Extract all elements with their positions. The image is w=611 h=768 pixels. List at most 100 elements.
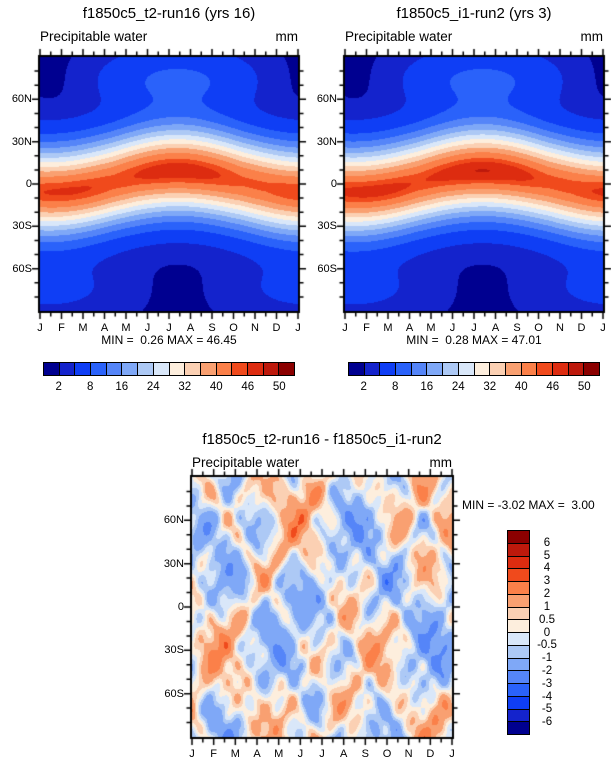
month-tick-label: J — [449, 748, 455, 760]
month-tick-label: D — [577, 322, 586, 334]
colorbar-run2 — [348, 362, 600, 376]
subtitle-row: Precipitable water mm — [40, 29, 298, 44]
month-tick-label: A — [100, 322, 109, 334]
month-tick-label: A — [253, 748, 261, 760]
colorbar-tick-label: -0.5 — [537, 639, 557, 652]
colorbar-tick-label: 2 — [543, 588, 551, 601]
colorbar-segment — [508, 695, 529, 709]
month-tick-label: M — [78, 322, 88, 334]
variable-label: Precipitable water — [192, 455, 300, 470]
colorbar-tick-label: 16 — [420, 381, 434, 393]
colorbar-segment — [349, 363, 364, 375]
colorbar-segment — [379, 363, 396, 375]
variable-label: Precipitable water — [345, 29, 453, 44]
contour-plot-run16 — [31, 48, 307, 320]
colorbar-segment — [246, 363, 263, 375]
month-tick-label: M — [426, 322, 436, 334]
month-tick-label: J — [297, 748, 304, 760]
colorbar-tick-label: 32 — [178, 381, 192, 393]
month-tick-label: J — [342, 322, 348, 334]
colorbar-segment — [508, 721, 529, 734]
colorbar-segment — [121, 363, 138, 375]
latitude-tick-label: 30S — [164, 644, 184, 657]
colorbar-segment — [508, 542, 529, 556]
colorbar-segment — [74, 363, 91, 375]
month-tick-label: J — [319, 748, 325, 760]
colorbar-segment — [504, 363, 521, 375]
month-tick-label: J — [144, 322, 151, 334]
colorbar-segment — [58, 363, 75, 375]
colorbar-segment — [426, 363, 443, 375]
month-tick-label: J — [449, 322, 456, 334]
latitude-tick-label: 60N — [163, 514, 184, 527]
panel-title: f1850c5_t2-run16 - f1850c5_i1-run2 — [202, 431, 442, 448]
month-tick-label: M — [121, 322, 131, 334]
month-tick-label: J — [295, 322, 301, 334]
month-tick-label: M — [383, 322, 393, 334]
colorbar-tick-label: 3 — [543, 575, 551, 588]
colorbar-tick-label: 50 — [577, 381, 591, 393]
colorbar-segment — [231, 363, 247, 375]
units-label: mm — [429, 455, 453, 470]
colorbar-tick-label: 24 — [451, 381, 465, 393]
colorbar-tick-label: -2 — [541, 664, 553, 677]
colorbar-segment — [489, 363, 505, 375]
latitude-tick-label: 0 — [25, 178, 32, 190]
minmax-label: MIN = 0.28 MAX = 47.01 — [406, 333, 542, 347]
colorbar-segment — [395, 363, 411, 375]
month-tick-label: N — [404, 748, 413, 760]
colorbar-segment — [536, 363, 552, 375]
colorbar-segment — [199, 363, 216, 375]
colorbar-tick-label: 2 — [360, 381, 367, 393]
colorbar-tick-label: 8 — [87, 381, 94, 393]
variable-label: Precipitable water — [40, 29, 148, 44]
colorbar-tick-label: -6 — [541, 716, 553, 729]
colorbar-segment — [152, 363, 169, 375]
colorbar-segment — [508, 606, 529, 620]
colorbar-segment — [508, 619, 529, 632]
colorbar-tick-label: 6 — [543, 536, 551, 549]
units-label: mm — [580, 29, 604, 44]
colorbar-tick-label: 2 — [55, 381, 62, 393]
minmax-label: MIN = -3.02 MAX = 3.00 — [462, 498, 595, 512]
colorbar-tick-label: 32 — [483, 381, 497, 393]
units-label: mm — [275, 29, 299, 44]
colorbar-tick-label: 16 — [115, 381, 129, 393]
colorbar-segment — [215, 363, 232, 375]
latitude-tick-label: 0 — [330, 178, 337, 190]
colorbar-tick-label: -5 — [541, 703, 553, 716]
month-tick-label: S — [208, 322, 216, 334]
latitude-tick-label: 30S — [12, 220, 32, 233]
colorbar-segment — [442, 363, 458, 375]
colorbar-tick-label: -3 — [541, 677, 553, 690]
colorbar-segment — [508, 581, 529, 594]
colorbar-tick-label: 50 — [272, 381, 286, 393]
subtitle-row: Precipitable water mm — [192, 455, 452, 470]
colorbar-segment — [508, 531, 529, 543]
latitude-tick-label: 30N — [11, 135, 32, 148]
colorbar-tick-label: -4 — [541, 690, 553, 703]
latitude-tick-label: 60N — [316, 93, 337, 106]
month-tick-label: N — [251, 322, 259, 334]
colorbar-segment — [137, 363, 153, 375]
colorbar-tick-label: 4 — [543, 562, 551, 575]
colorbar-segment — [583, 363, 599, 375]
latitude-tick-label: 30N — [316, 135, 337, 148]
colorbar-segment — [363, 363, 380, 375]
month-tick-label: O — [229, 322, 238, 334]
month-tick-label: M — [274, 748, 284, 760]
colorbar-segment — [508, 657, 529, 671]
latitude-tick-label: 60S — [164, 687, 184, 700]
colorbar-tick-label: 0.5 — [539, 613, 555, 626]
latitude-tick-label: 30S — [317, 220, 337, 233]
colorbar-segment — [508, 593, 529, 607]
month-tick-label: S — [361, 748, 369, 760]
colorbar-segment — [410, 363, 427, 375]
colorbar-tick-label: 0 — [543, 626, 551, 639]
colorbar-tick-label: 1 — [543, 600, 551, 613]
colorbar-segment — [168, 363, 185, 375]
colorbar-segment — [44, 363, 59, 375]
latitude-tick-label: 60S — [12, 262, 32, 275]
contour-plot-run2 — [336, 48, 611, 320]
month-tick-label: A — [186, 322, 195, 334]
